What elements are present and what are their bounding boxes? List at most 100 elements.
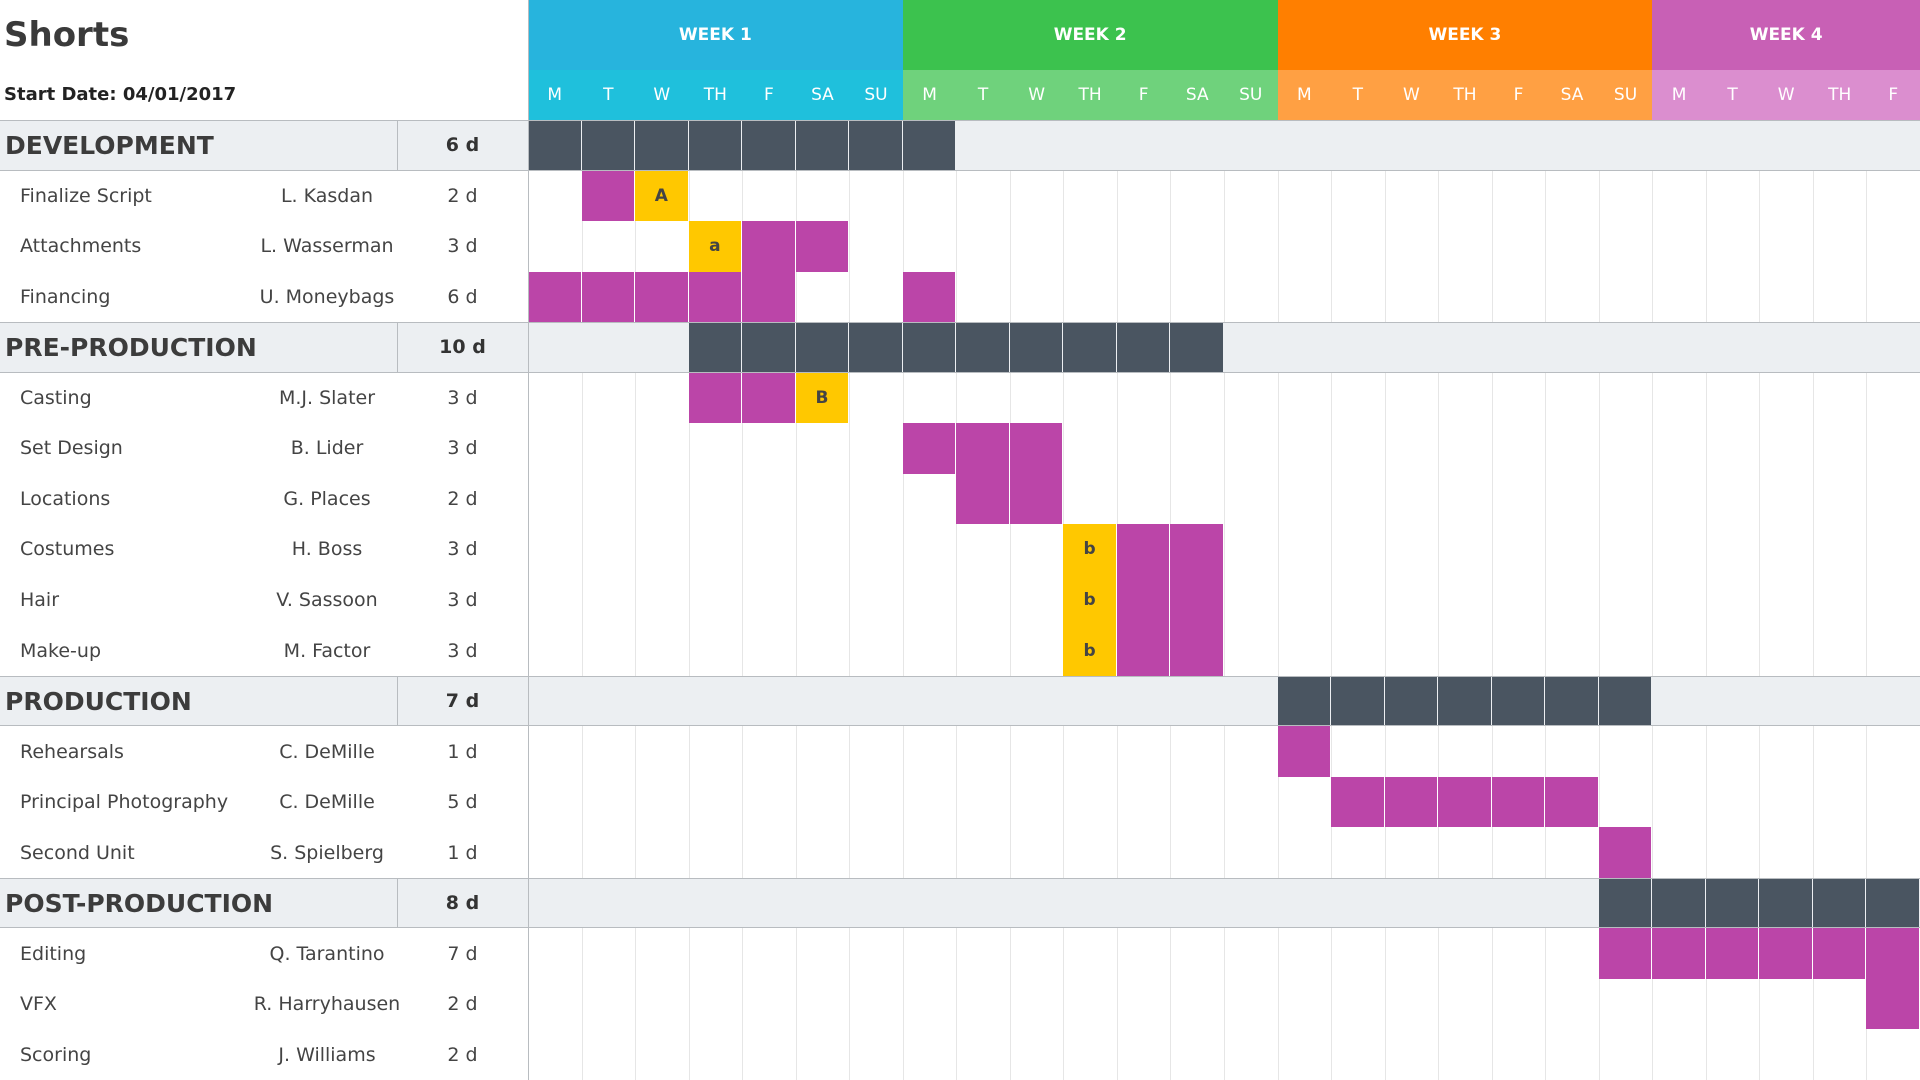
task-duration: 5 d (447, 791, 478, 814)
task-owner: V. Sassoon (276, 588, 378, 611)
milestone-cell: B (795, 372, 849, 424)
phase-cell (1652, 878, 1705, 928)
phase-cell (1759, 878, 1812, 928)
task-owner: S. Spielberg (270, 841, 384, 864)
task-cell (1705, 928, 1759, 979)
task-duration: 3 d (447, 538, 478, 561)
task-name: Rehearsals (20, 740, 124, 763)
day-header: F (1116, 70, 1171, 120)
day-header: F (742, 70, 796, 120)
panel-border (528, 0, 529, 1080)
week-header: WEEK 2 (902, 0, 1278, 70)
day-header: W (635, 70, 689, 120)
phase-cell (956, 323, 1009, 372)
task-duration: 1 d (447, 841, 478, 864)
section-row (0, 120, 1920, 171)
task-name: Make-up (20, 639, 102, 662)
task-duration: 3 d (447, 235, 478, 258)
task-name: Scoring (20, 1043, 92, 1066)
day-header: M (902, 70, 957, 120)
grid-line (1331, 120, 1333, 1080)
grid-line (688, 120, 690, 1080)
grid-line (1277, 120, 1279, 1080)
task-cell (1598, 928, 1652, 979)
task-owner: L. Kasdan (280, 184, 374, 207)
task-cell (902, 271, 956, 323)
task-cell (1438, 776, 1491, 828)
grid-line (1009, 120, 1011, 1080)
grid-line (1812, 120, 1814, 1080)
task-name: Attachments (20, 235, 142, 258)
task-cell (1652, 928, 1705, 979)
phase-cell (742, 121, 795, 170)
grid-line (849, 120, 851, 1080)
day-header: SU (849, 70, 903, 120)
task-owner: U. Moneybags (259, 285, 395, 308)
phase-cell (1277, 676, 1331, 726)
task-duration: 2 d (447, 487, 478, 510)
task-cell (581, 271, 635, 323)
grid-line (1384, 120, 1386, 1080)
day-header: W (1384, 70, 1439, 120)
grid-line (1491, 120, 1493, 1080)
sheet-title: Shorts (4, 15, 130, 55)
day-header: SA (1170, 70, 1224, 120)
section-duration: 10 d (439, 336, 486, 359)
task-cell (1009, 423, 1063, 474)
task-owner: C. DeMille (279, 740, 375, 763)
phase-cell (1116, 323, 1170, 372)
day-header: TH (1812, 70, 1867, 120)
phase-cell (849, 323, 902, 372)
day-header: F (1866, 70, 1920, 120)
day-header: T (1705, 70, 1760, 120)
grid-line (635, 120, 637, 1080)
task-owner: C. DeMille (279, 791, 375, 814)
day-header: TH (1438, 70, 1492, 120)
section-name: PRODUCTION (5, 686, 192, 716)
grid-line (1866, 120, 1868, 1080)
section-divider (397, 877, 398, 929)
section-duration: 6 d (445, 134, 480, 157)
task-duration: 3 d (447, 588, 478, 611)
grid-line (1438, 120, 1440, 1080)
task-cell (795, 221, 849, 272)
grid-line (1224, 120, 1225, 1080)
section-divider (397, 322, 398, 373)
task-owner: L. Wasserman (260, 235, 394, 258)
task-duration: 1 d (447, 740, 478, 763)
task-cell (742, 372, 795, 424)
milestone-cell: a (688, 221, 742, 272)
task-cell (1116, 524, 1170, 575)
day-header: T (581, 70, 636, 120)
task-name: Principal Photography (20, 791, 229, 814)
task-cell (1331, 776, 1384, 828)
task-cell (956, 473, 1009, 525)
task-cell (902, 423, 956, 474)
task-name: Financing (20, 285, 111, 308)
milestone-cell: A (635, 170, 688, 222)
task-duration: 2 d (447, 184, 478, 207)
task-owner: H. Boss (291, 538, 363, 561)
task-cell (1545, 776, 1598, 828)
task-cell (688, 271, 742, 323)
section-divider (397, 120, 398, 171)
day-header: T (1331, 70, 1385, 120)
grid-line (1598, 120, 1600, 1080)
task-cell (1009, 473, 1063, 525)
phase-cell (1009, 323, 1063, 372)
task-name: Set Design (20, 437, 123, 460)
day-header: M (1277, 70, 1332, 120)
milestone-cell: b (1063, 574, 1116, 626)
task-cell (1170, 574, 1223, 626)
task-name: Second Unit (20, 841, 135, 864)
section-duration: 7 d (445, 690, 480, 713)
task-cell (1170, 625, 1223, 676)
phase-cell (1331, 676, 1384, 726)
week-header: WEEK 1 (528, 0, 903, 70)
section-name: PRE-PRODUCTION (5, 332, 257, 362)
task-cell (1866, 978, 1919, 1030)
phase-cell (581, 121, 635, 170)
task-name: Editing (20, 942, 87, 965)
day-header: W (1009, 70, 1064, 120)
